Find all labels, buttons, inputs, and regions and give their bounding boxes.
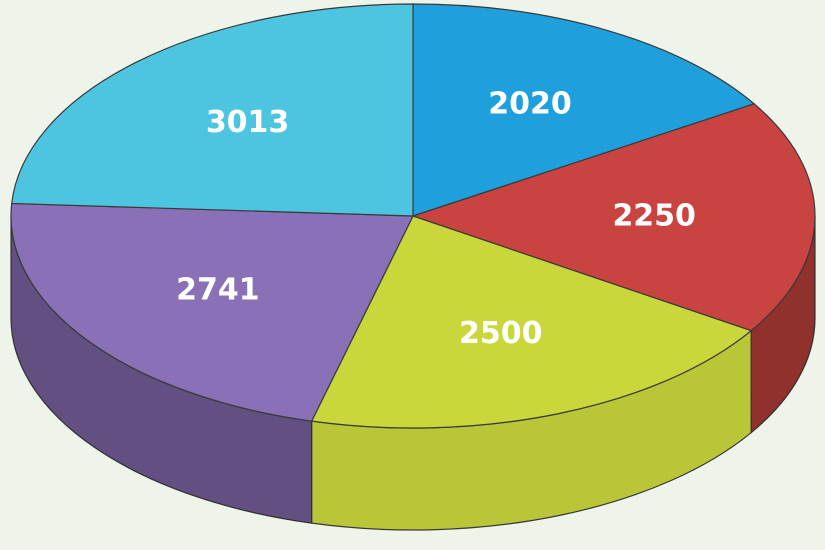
slice <box>310 215 753 429</box>
slice <box>412 3 756 217</box>
slice <box>411 103 816 332</box>
slice-label: 2500 <box>459 316 543 351</box>
slice <box>10 202 414 422</box>
slice-label: 2741 <box>176 272 260 307</box>
slice-side-shade <box>311 330 752 530</box>
slice-label: 3013 <box>206 105 290 140</box>
slice-label: 2250 <box>612 198 696 233</box>
slice <box>11 3 414 217</box>
slice-side-shade <box>11 216 312 524</box>
slice-side-shade <box>751 216 815 433</box>
slice-label: 2020 <box>488 86 572 121</box>
